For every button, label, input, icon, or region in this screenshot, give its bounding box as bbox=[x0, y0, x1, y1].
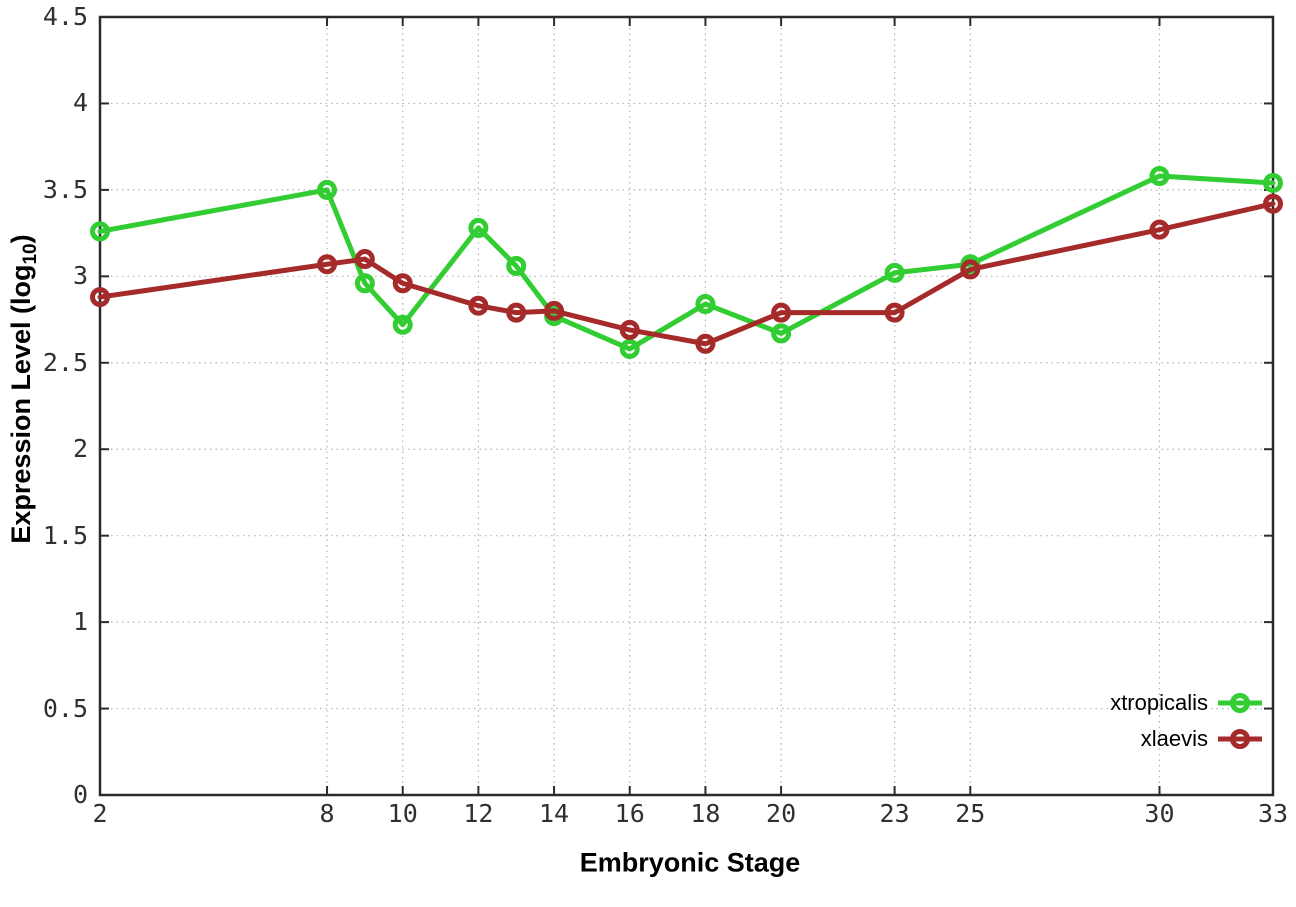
x-axis-label: Embryonic Stage bbox=[579, 847, 801, 878]
legend-label-xtropicalis: xtropicalis bbox=[1110, 690, 1208, 715]
y-tick-label: 1 bbox=[72, 607, 88, 637]
legend-marker-xtropicalis-icon bbox=[1218, 693, 1262, 713]
data-point-xtropicalis bbox=[884, 262, 905, 283]
data-point-xtropicalis bbox=[1149, 166, 1170, 187]
data-point-xtropicalis bbox=[695, 293, 716, 314]
y-tick-label: 3.5 bbox=[42, 174, 88, 204]
y-axis-label-close: ) bbox=[5, 234, 36, 244]
data-point-xtropicalis bbox=[392, 314, 413, 335]
data-point-xlaevis bbox=[884, 302, 905, 323]
data-point-xtropicalis bbox=[619, 338, 640, 359]
y-tick-label: 1.5 bbox=[42, 520, 88, 550]
data-point-xtropicalis bbox=[90, 221, 110, 242]
data-point-xtropicalis bbox=[468, 217, 489, 238]
data-point-xtropicalis bbox=[506, 255, 527, 276]
y-tick-label: 3 bbox=[72, 261, 88, 291]
data-point-xlaevis bbox=[1263, 193, 1283, 214]
x-tick-label: 14 bbox=[539, 799, 570, 828]
x-tick-label: 18 bbox=[690, 799, 721, 828]
x-tick-label: 23 bbox=[879, 799, 910, 828]
x-tick-label: 20 bbox=[766, 799, 797, 828]
y-tick-label: 4.5 bbox=[42, 2, 88, 31]
x-tick-label: 16 bbox=[614, 799, 645, 828]
tick-marks bbox=[99, 16, 1274, 796]
data-point-xtropicalis bbox=[317, 179, 338, 200]
y-tick-label: 0 bbox=[72, 780, 88, 809]
series-xtropicalis bbox=[90, 166, 1283, 359]
data-point-xtropicalis bbox=[1263, 172, 1283, 193]
legend-marker-xlaevis-icon bbox=[1218, 729, 1262, 749]
data-point-xlaevis bbox=[506, 302, 527, 323]
legend: xtropicalis xlaevis bbox=[1110, 685, 1262, 757]
data-point-xlaevis bbox=[90, 287, 110, 308]
x-tick-label: 10 bbox=[387, 799, 418, 828]
data-point-xlaevis bbox=[392, 273, 413, 294]
y-tick-label: 2.5 bbox=[42, 347, 88, 377]
plot-area bbox=[90, 15, 1283, 797]
legend-label-xlaevis: xlaevis bbox=[1140, 726, 1208, 751]
legend-item-xtropicalis: xtropicalis bbox=[1110, 685, 1262, 721]
legend-item-xlaevis: xlaevis bbox=[1110, 721, 1262, 757]
y-tick-label: 4 bbox=[72, 88, 88, 118]
data-point-xlaevis bbox=[544, 300, 565, 321]
data-point-xlaevis bbox=[317, 254, 338, 275]
series-xlaevis bbox=[90, 193, 1283, 354]
x-tick-label: 30 bbox=[1144, 799, 1175, 828]
y-tick-label: 0.5 bbox=[42, 693, 88, 723]
data-point-xlaevis bbox=[771, 302, 792, 323]
data-point-xtropicalis bbox=[771, 323, 792, 344]
data-point-xlaevis bbox=[1149, 219, 1170, 240]
data-point-xlaevis bbox=[354, 249, 375, 270]
x-tick-label: 25 bbox=[955, 799, 986, 828]
y-axis-label-subscript: 10 bbox=[20, 243, 42, 265]
x-tick-label: 2 bbox=[92, 799, 108, 828]
data-point-xlaevis bbox=[619, 319, 640, 340]
data-point-xlaevis bbox=[960, 259, 981, 280]
x-tick-label: 12 bbox=[463, 799, 494, 828]
data-point-xlaevis bbox=[468, 295, 489, 316]
plot-border bbox=[98, 15, 1275, 797]
y-axis-label-text: Expression Level (log bbox=[5, 264, 36, 544]
y-tick-label: 2 bbox=[72, 434, 88, 464]
grid-layer bbox=[100, 17, 1273, 795]
x-tick-label: 8 bbox=[319, 799, 335, 828]
data-point-xtropicalis bbox=[354, 273, 375, 294]
x-tick-label: 33 bbox=[1257, 799, 1289, 828]
data-point-xlaevis bbox=[695, 333, 716, 354]
